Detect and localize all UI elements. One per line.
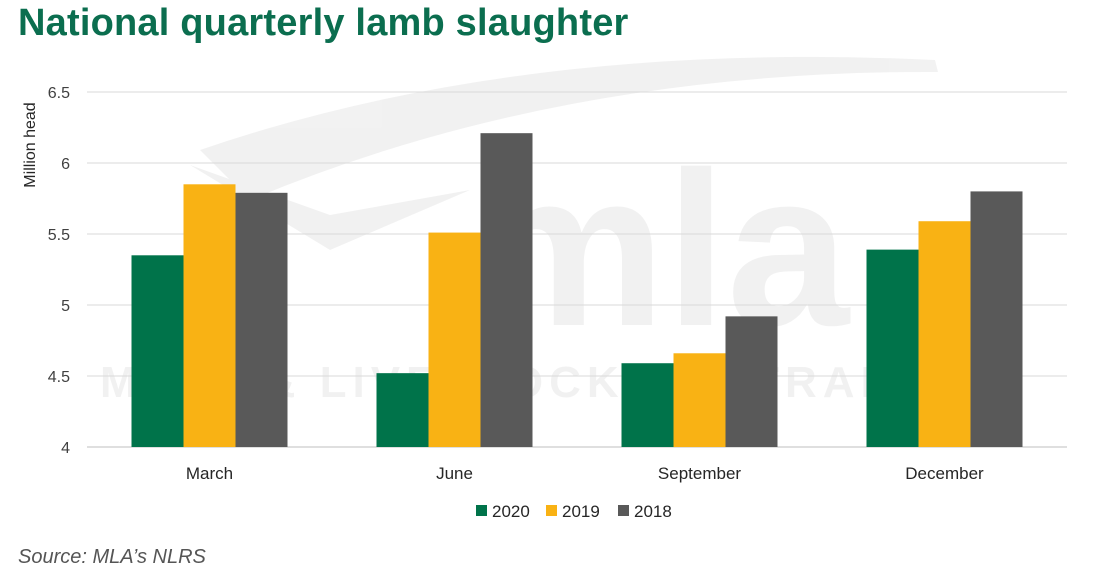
bar-2020-june — [376, 373, 429, 447]
watermark-tick-shape — [190, 165, 470, 250]
bar-2020-december — [866, 249, 919, 447]
x-axis-categories: March June September December — [186, 464, 984, 483]
x-category-label: December — [905, 464, 984, 483]
bar-2019-december — [918, 221, 971, 447]
y-tick-label: 6.5 — [48, 85, 70, 102]
bar-2018-december — [970, 191, 1023, 447]
legend-label: 2018 — [634, 502, 672, 521]
chart-title: National quarterly lamb slaughter — [18, 2, 629, 44]
bar-2019-march — [183, 184, 236, 448]
x-category-label: September — [658, 464, 741, 483]
bar-2019-september — [673, 353, 726, 447]
y-tick-label: 5.5 — [48, 227, 70, 244]
y-tick-label: 4.5 — [48, 369, 70, 386]
y-tick-label: 5 — [61, 298, 70, 315]
x-category-label: June — [436, 464, 473, 483]
legend-label: 2019 — [562, 502, 600, 521]
legend-swatch-2020 — [476, 505, 487, 516]
legend-swatch-2018 — [618, 505, 629, 516]
bar-2018-june — [480, 133, 533, 447]
x-category-label: March — [186, 464, 233, 483]
legend-label: 2020 — [492, 502, 530, 521]
y-tick-label: 4 — [61, 440, 70, 457]
legend: 2020 2019 2018 — [476, 502, 672, 521]
watermark-logo-text: mla — [470, 126, 851, 372]
bar-2019-june — [428, 232, 481, 447]
bar-2018-march — [235, 192, 288, 447]
y-tick-label: 6 — [61, 156, 70, 173]
y-axis-ticks: 4 4.5 5 5.5 6 6.5 — [48, 85, 70, 457]
bar-2020-march — [131, 255, 184, 447]
source-note: Source: MLA’s NLRS — [18, 546, 206, 568]
bar-2020-september — [621, 363, 674, 447]
bars — [131, 133, 1023, 448]
y-axis-label: Million head — [22, 102, 39, 187]
bar-2018-september — [725, 316, 778, 447]
watermark-swoosh-shape — [200, 56, 938, 201]
legend-swatch-2019 — [546, 505, 557, 516]
